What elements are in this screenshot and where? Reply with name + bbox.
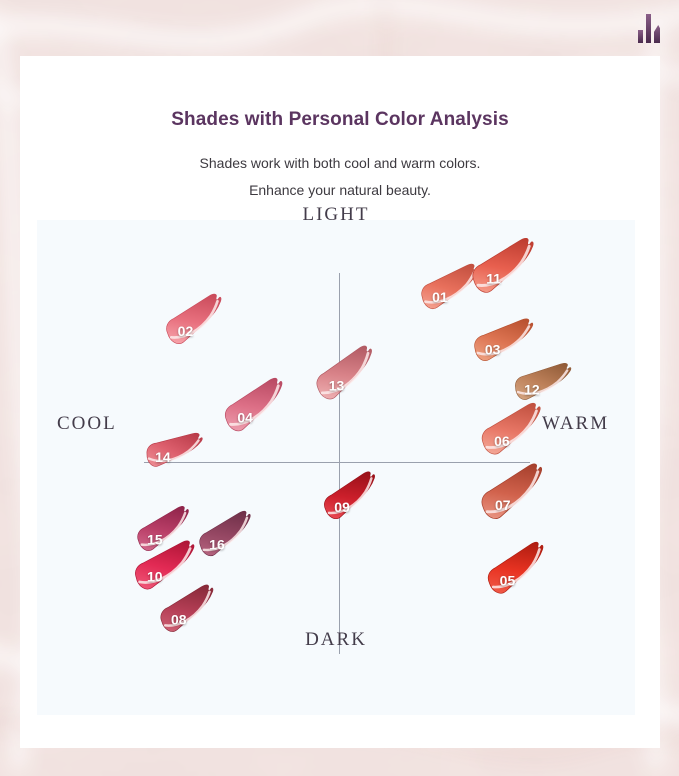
svg-text:16: 16 (209, 536, 225, 552)
svg-text:04: 04 (237, 410, 253, 426)
svg-text:13: 13 (329, 378, 345, 394)
svg-text:15: 15 (147, 531, 163, 547)
svg-text:11: 11 (486, 271, 501, 287)
svg-text:14: 14 (155, 449, 171, 465)
svg-text:03: 03 (485, 342, 501, 358)
svg-text:07: 07 (495, 497, 511, 513)
svg-text:06: 06 (494, 433, 510, 449)
svg-text:09: 09 (334, 499, 350, 515)
svg-text:10: 10 (147, 569, 163, 585)
svg-text:12: 12 (524, 382, 540, 398)
svg-text:02: 02 (178, 323, 194, 339)
svg-text:08: 08 (171, 612, 187, 628)
svg-text:05: 05 (500, 572, 516, 588)
svg-text:01: 01 (432, 289, 448, 305)
